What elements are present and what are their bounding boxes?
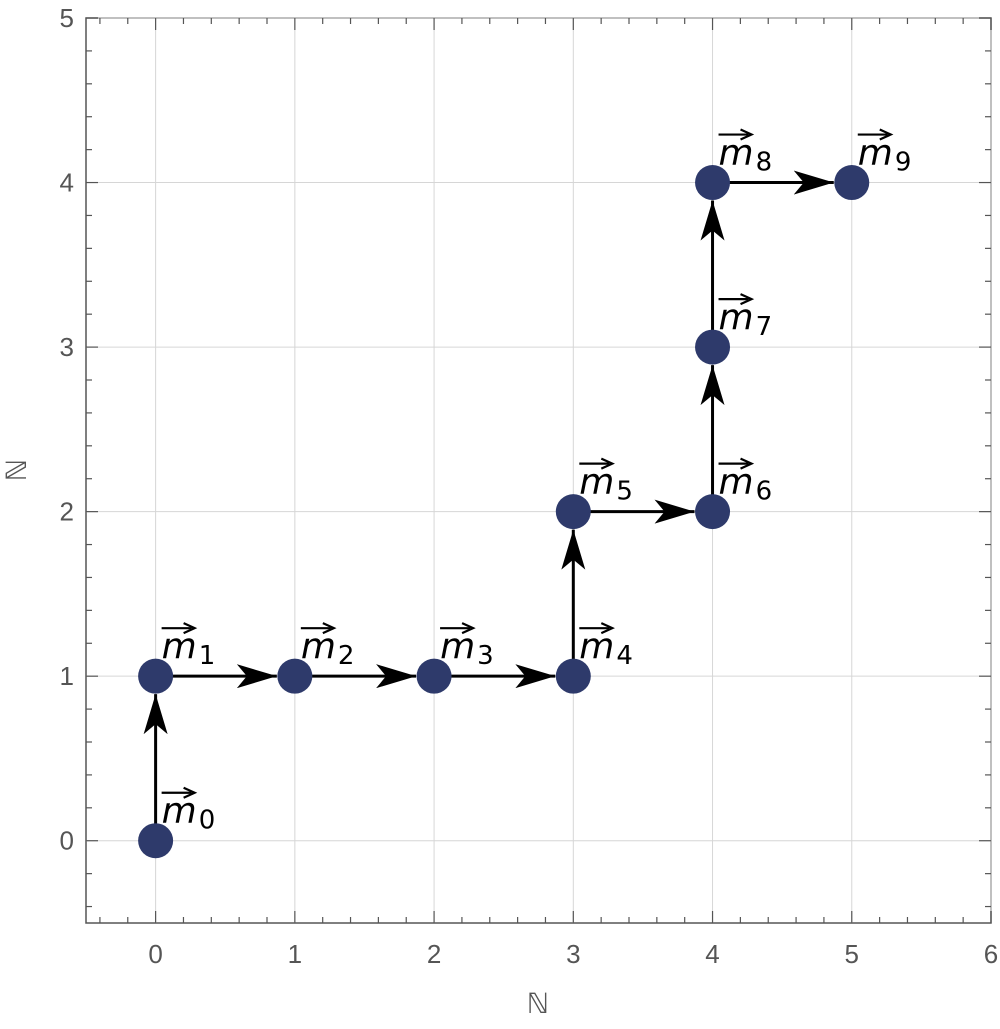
point-m7 (695, 329, 731, 365)
point-label-text: m6 (719, 462, 773, 507)
y-tick-label-4: 4 (60, 168, 74, 198)
point-label-text: m4 (579, 626, 633, 671)
point-m5 (555, 494, 591, 530)
y-tick-label-1: 1 (60, 661, 74, 691)
y-tick-label-0: 0 (60, 826, 74, 856)
y-tick-label-3: 3 (60, 332, 74, 362)
arrows (143, 170, 834, 841)
x-axis-label: ℕ (527, 987, 549, 1020)
point-label-text: m9 (858, 133, 912, 178)
vector-arrowhead (740, 128, 755, 141)
point-m6 (695, 494, 731, 530)
y-axis-label: ℕ (0, 459, 33, 481)
vector-arrowhead (600, 457, 615, 470)
point-label-m6: m6 (718, 457, 773, 507)
vector-arrowhead (461, 622, 476, 635)
point-m2 (277, 658, 313, 694)
point-label-m3: m3 (440, 622, 494, 671)
point-label-m9: m9 (857, 128, 912, 178)
point-label-text: m2 (301, 626, 355, 671)
vector-arrowhead (183, 786, 198, 799)
point-m3 (416, 658, 452, 694)
point-label-text: m3 (440, 626, 494, 671)
point-label-text: m8 (719, 133, 773, 178)
x-tick-label-1: 1 (288, 939, 302, 969)
point-label-m5: m5 (579, 457, 633, 507)
x-tick-label-3: 3 (566, 939, 580, 969)
vector-arrowhead (322, 622, 337, 635)
x-tick-label-6: 6 (984, 939, 998, 969)
point-m1 (138, 658, 174, 694)
point-labels: m0 m1 m2 m3 m4 m5 m6 m7 m8 m9 (161, 128, 912, 836)
point-label-m1: m1 (161, 622, 216, 671)
point-m9 (834, 165, 870, 201)
point-label-text: m5 (579, 462, 633, 507)
x-tick-label-2: 2 (427, 939, 441, 969)
x-tick-label-0: 0 (148, 939, 162, 969)
y-tick-label-5: 5 (60, 3, 74, 33)
point-label-m0: m0 (161, 786, 216, 836)
points (138, 165, 870, 859)
point-label-m8: m8 (718, 128, 773, 178)
point-m4 (555, 658, 591, 694)
point-label-m4: m4 (579, 622, 633, 671)
y-tick-label-2: 2 (60, 497, 74, 527)
vector-arrowhead (740, 457, 755, 470)
point-label-text: m0 (162, 791, 216, 836)
x-tick-label-4: 4 (705, 939, 719, 969)
point-label-m2: m2 (300, 622, 355, 671)
point-label-text: m1 (162, 626, 216, 671)
axis-ticks (86, 17, 992, 923)
vector-arrowhead (183, 622, 198, 635)
point-m0 (138, 823, 174, 859)
point-m8 (695, 165, 731, 201)
vector-arrowhead (879, 128, 894, 141)
vector-arrowhead (600, 622, 615, 635)
tick-labels: 0 1 2 3 4 5 6 0 1 2 3 4 5 (60, 3, 999, 969)
grid (86, 17, 992, 923)
plot-frame (85, 17, 992, 924)
x-tick-label-5: 5 (845, 939, 859, 969)
point-label-m7: m7 (718, 293, 773, 342)
vector-arrowhead (740, 293, 755, 306)
point-label-text: m7 (719, 297, 773, 342)
